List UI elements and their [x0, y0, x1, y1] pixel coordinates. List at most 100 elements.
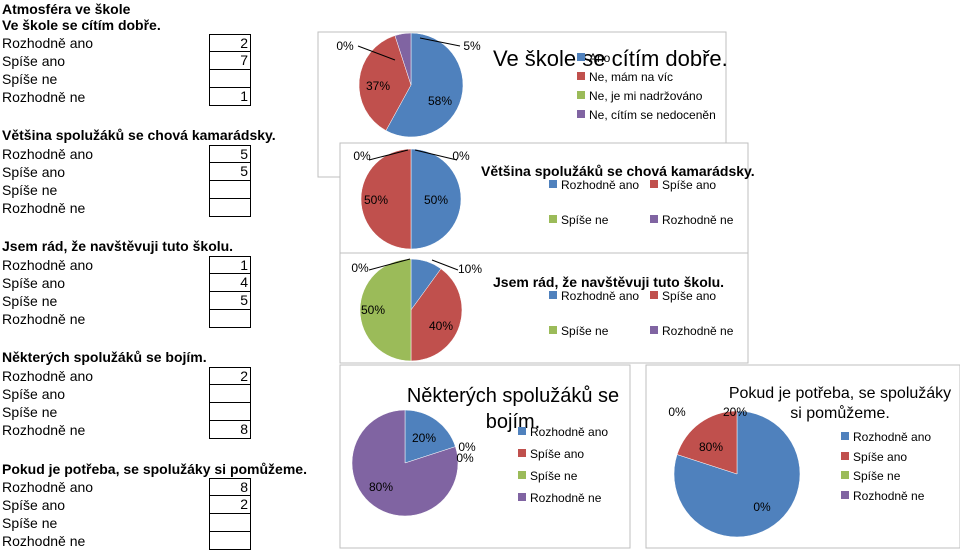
pie-slice: [358, 35, 412, 131]
value-cell[interactable]: [209, 181, 251, 199]
legend-swatch: [518, 427, 526, 435]
leader-line: [357, 45, 396, 61]
legend-swatch: [841, 452, 849, 460]
data-label: 0%: [458, 440, 476, 454]
legend-swatch: [577, 53, 585, 61]
chart-title: Některých spolužáků se: [407, 385, 619, 407]
legend-entry: Spíše ano: [662, 178, 716, 192]
legend: Rozhodně ano Spíše ano Spíše ne Rozhodně ne: [841, 430, 931, 503]
leader-line: [419, 37, 461, 47]
legend-entry: Rozhodně ano: [853, 430, 931, 444]
legend: Ano Ne, mám na víc Ne, je mi nadržováno Ne,…: [577, 51, 716, 122]
data-label: 0%: [351, 261, 369, 275]
legend-entry: Rozhodně ne: [530, 491, 602, 505]
data-label: 0%: [336, 39, 354, 53]
value-cell[interactable]: [209, 385, 251, 403]
legend-entry: Rozhodně ano: [561, 289, 639, 303]
data-label: 40%: [429, 319, 453, 333]
pie-slice: [404, 409, 456, 464]
value-cell[interactable]: 5: [209, 145, 251, 163]
legend-entry: Spíše ne: [561, 324, 609, 338]
legend-swatch: [549, 215, 557, 223]
value-cell[interactable]: 8: [209, 478, 251, 496]
pie-slice: [359, 258, 412, 362]
value-cell[interactable]: 2: [209, 34, 251, 52]
data-label: 0%: [668, 405, 686, 419]
spreadsheet-data: Atmosféra ve škole Ve škole se cítím dob…: [2, 1, 307, 550]
value-cell[interactable]: 1: [209, 88, 251, 106]
value-cell[interactable]: 7: [209, 52, 251, 70]
legend-entry: Ne, cítím se nedoceněn: [589, 108, 716, 122]
legend-entry: Spíše ne: [853, 469, 901, 483]
data-label: 50%: [361, 303, 385, 317]
value-cell[interactable]: [209, 70, 251, 88]
legend-swatch: [549, 180, 557, 188]
legend-swatch: [577, 72, 585, 80]
value-cell[interactable]: 8: [209, 421, 251, 439]
data-label: 0%: [452, 149, 470, 163]
value-cell[interactable]: [209, 532, 251, 550]
legend: Rozhodně ano Spíše ano Spíše ne Rozhodně ne: [518, 425, 608, 505]
data-label: 0%: [353, 149, 371, 163]
legend-entry: Spíše ne: [530, 469, 578, 483]
value-cell[interactable]: 5: [209, 163, 251, 181]
leader-line: [431, 259, 459, 271]
chart-title: si pomůžeme.: [790, 404, 890, 422]
data-label: 37%: [366, 79, 390, 93]
legend-swatch: [841, 471, 849, 479]
pie-slice: [385, 32, 464, 138]
legend-swatch: [577, 91, 585, 99]
legend-swatch: [650, 180, 658, 188]
pie-slice: [360, 148, 412, 250]
legend-entry: Rozhodně ano: [561, 178, 639, 192]
legend-swatch: [841, 432, 849, 440]
value-cell[interactable]: 1: [209, 256, 251, 274]
value-cell[interactable]: [209, 199, 251, 217]
chart-title: Ve škole se cítím dobře.: [493, 46, 728, 71]
legend-entry: Rozhodně ano: [530, 425, 608, 439]
data-label: 50%: [364, 193, 388, 207]
data-label: 0%: [753, 500, 771, 514]
legend: Rozhodně ano Spíše ano Spíše ne Rozhodně ne: [549, 178, 734, 227]
leader-line: [414, 149, 458, 161]
legend-entry: Ano: [589, 51, 611, 65]
value-cell[interactable]: 5: [209, 292, 251, 310]
pie-slice: [410, 148, 462, 250]
legend-swatch: [549, 326, 557, 334]
value-cell[interactable]: [209, 403, 251, 421]
value-cell[interactable]: 4: [209, 274, 251, 292]
data-label: 10%: [458, 262, 482, 276]
legend-entry: Spíše ano: [530, 447, 584, 461]
leader-line: [368, 149, 409, 161]
legend-swatch: [518, 471, 526, 479]
data-label: 20%: [723, 405, 747, 419]
chart-title: Pokud je potřeba, se spolužáky: [729, 385, 951, 402]
leader-line: [368, 258, 411, 271]
data-label: 20%: [412, 431, 436, 445]
pie-chart-5: 80% 20% 0% 0% Pokud je potřeba, se spolužáky…: [645, 364, 960, 549]
data-label: 80%: [699, 440, 723, 454]
pie-slice: [351, 409, 459, 517]
legend-entry: Spíše ne: [561, 213, 609, 227]
pie-chart-3: 10% 40% 50% 0% Jsem rád, že navštěvuji tuto …: [339, 252, 749, 364]
data-label: 5%: [463, 39, 481, 53]
chart-title: Většina spolužáků se chová kamarádsky.: [481, 163, 755, 179]
chart-title: bojím.: [486, 411, 540, 433]
legend-swatch: [650, 326, 658, 334]
value-cell[interactable]: [209, 310, 251, 328]
legend-swatch: [577, 110, 585, 118]
value-cell[interactable]: 2: [209, 496, 251, 514]
data-label: 80%: [369, 480, 393, 494]
legend-entry: Rozhodně ne: [662, 324, 734, 338]
legend-swatch: [518, 449, 526, 457]
legend-entry: Rozhodně ne: [662, 213, 734, 227]
chart-title: Jsem rád, že navštěvuji tuto školu.: [493, 274, 724, 290]
value-cell[interactable]: [209, 514, 251, 532]
data-label: 58%: [428, 94, 452, 108]
legend-entry: Ne, je mi nadržováno: [589, 89, 703, 103]
value-cell[interactable]: 2: [209, 367, 251, 385]
legend-entry: Rozhodně ne: [853, 489, 925, 503]
legend-entry: Ne, mám na víc: [589, 70, 673, 84]
data-label: 0%: [456, 451, 474, 465]
